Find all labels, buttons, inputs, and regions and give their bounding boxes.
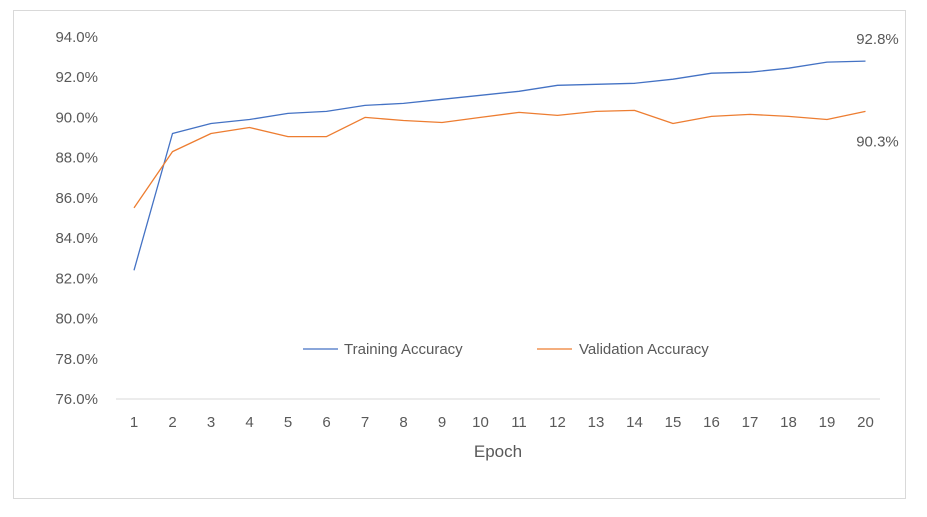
y-tick-label: 76.0% — [55, 391, 98, 408]
x-tick-label: 14 — [626, 414, 643, 431]
x-tick-label: 6 — [322, 414, 330, 431]
y-tick-label: 78.0% — [55, 351, 98, 368]
x-tick-label: 12 — [549, 414, 566, 431]
x-axis-ticks: 1 2 3 4 5 6 7 8 9 10 11 12 13 14 15 16 17 18 19 20 — [130, 414, 874, 431]
y-tick-label: 88.0% — [55, 150, 98, 167]
x-axis-title: Epoch — [474, 442, 522, 461]
x-tick-label: 11 — [511, 414, 527, 431]
chart-frame — [13, 10, 906, 499]
y-tick-label: 84.0% — [55, 230, 98, 247]
x-tick-label: 13 — [588, 414, 605, 431]
y-tick-label: 80.0% — [55, 311, 98, 328]
y-tick-label: 94.0% — [55, 29, 98, 46]
validation-accuracy-line — [133, 109, 866, 209]
legend-label-validation: Validation Accuracy — [579, 341, 709, 358]
validation-end-label: 90.3% — [856, 133, 899, 150]
training-end-label: 92.8% — [856, 31, 899, 48]
x-tick-label: 4 — [245, 414, 253, 431]
x-tick-label: 2 — [168, 414, 176, 431]
x-tick-label: 15 — [665, 414, 682, 431]
y-axis-ticks: 76.0% 78.0% 80.0% 82.0% 84.0% 86.0% 88.0% 90.0%… — [55, 29, 98, 408]
x-tick-label: 8 — [399, 414, 407, 431]
x-tick-label: 9 — [438, 414, 446, 431]
x-tick-label: 16 — [703, 414, 720, 431]
y-tick-label: 92.0% — [55, 69, 98, 86]
x-tick-label: 7 — [361, 414, 369, 431]
training-accuracy-line — [133, 60, 866, 271]
x-tick-label: 20 — [857, 414, 874, 431]
x-tick-label: 5 — [284, 414, 292, 431]
x-tick-label: 10 — [472, 414, 489, 431]
y-tick-label: 90.0% — [55, 109, 98, 126]
x-tick-label: 19 — [819, 414, 836, 431]
end-labels: 92.8% 90.3% — [856, 31, 899, 150]
y-tick-label: 86.0% — [55, 190, 98, 207]
legend-label-training: Training Accuracy — [344, 341, 463, 358]
x-tick-label: 1 — [130, 414, 138, 431]
series-lines — [133, 60, 866, 271]
x-tick-label: 18 — [780, 414, 797, 431]
legend: Training Accuracy Validation Accuracy — [303, 341, 709, 358]
x-tick-label: 17 — [742, 414, 759, 431]
x-tick-label: 3 — [207, 414, 215, 431]
y-tick-label: 82.0% — [55, 270, 98, 287]
